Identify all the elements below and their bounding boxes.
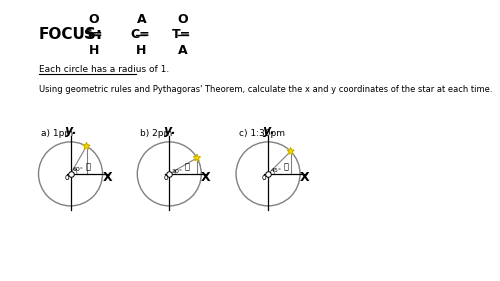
Text: o: o [262, 173, 266, 182]
Text: y.: y. [65, 124, 77, 137]
Text: y.: y. [262, 124, 274, 137]
Text: Using geometric rules and Pythagoras' Theorem, calculate the x and y coordinates: Using geometric rules and Pythagoras' Th… [38, 85, 492, 94]
Text: 30°: 30° [172, 169, 183, 174]
Text: 👥: 👥 [184, 163, 190, 172]
Polygon shape [287, 148, 294, 154]
Polygon shape [194, 154, 200, 161]
Text: FOCUS:: FOCUS: [38, 27, 102, 42]
Text: A: A [136, 13, 146, 26]
Text: b) 2pm: b) 2pm [140, 129, 172, 138]
Text: 45°: 45° [270, 168, 281, 173]
Polygon shape [83, 142, 90, 149]
Text: X: X [202, 171, 211, 184]
Text: a) 1pm: a) 1pm [41, 129, 73, 138]
Text: X: X [102, 171, 112, 184]
Text: X: X [300, 171, 310, 184]
Text: o: o [64, 173, 69, 182]
Text: o: o [164, 173, 168, 182]
Text: 👥: 👥 [283, 163, 288, 172]
Text: H: H [89, 44, 100, 56]
Text: T=: T= [172, 28, 192, 41]
Text: Each circle has a radius of 1.: Each circle has a radius of 1. [38, 65, 169, 74]
Text: O: O [89, 13, 100, 26]
Text: 60°: 60° [72, 167, 83, 172]
Text: 👥: 👥 [86, 163, 90, 172]
Text: C=: C= [130, 28, 150, 41]
Text: H: H [136, 44, 146, 56]
Text: A: A [178, 44, 188, 56]
Text: y.: y. [164, 124, 175, 137]
Text: S=: S= [83, 28, 102, 41]
Text: O: O [178, 13, 188, 26]
Text: c) 1:30pm: c) 1:30pm [238, 129, 284, 138]
